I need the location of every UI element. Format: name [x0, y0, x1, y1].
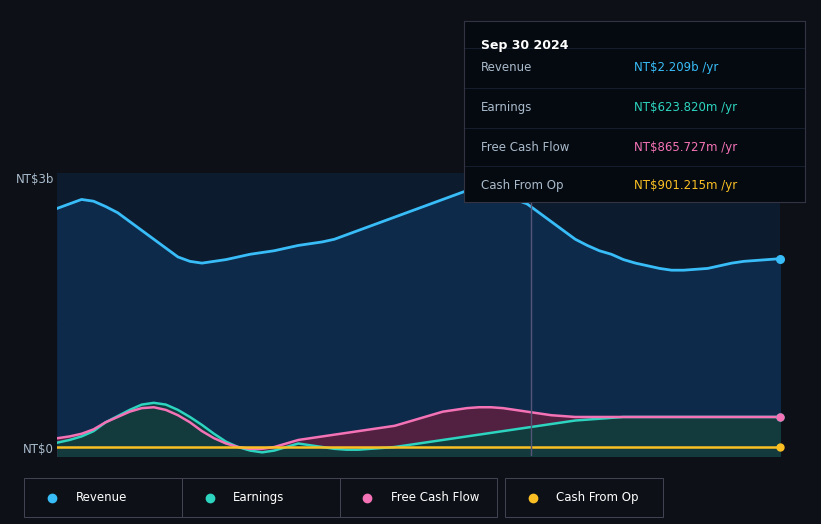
Point	[773, 255, 787, 263]
Text: Sep 30 2024: Sep 30 2024	[481, 39, 568, 52]
Text: Cash From Op: Cash From Op	[481, 179, 563, 192]
Text: Free Cash Flow: Free Cash Flow	[481, 141, 569, 154]
Text: Revenue: Revenue	[481, 61, 532, 74]
Text: Free Cash Flow: Free Cash Flow	[391, 492, 479, 504]
Text: Earnings: Earnings	[233, 492, 285, 504]
Text: NT$0: NT$0	[23, 443, 54, 456]
Point	[773, 413, 787, 421]
Text: 2024: 2024	[557, 476, 589, 489]
Text: 2023: 2023	[386, 476, 417, 489]
Text: NT$3b: NT$3b	[16, 173, 54, 186]
Text: Earnings: Earnings	[481, 101, 532, 114]
Text: Revenue: Revenue	[76, 492, 127, 504]
Text: Cash From Op: Cash From Op	[557, 492, 639, 504]
Text: Past: Past	[535, 190, 560, 203]
Point	[773, 413, 787, 421]
Text: NT$2.209b /yr: NT$2.209b /yr	[635, 61, 718, 74]
Text: 2022: 2022	[213, 476, 245, 489]
Text: NT$623.820m /yr: NT$623.820m /yr	[635, 101, 737, 114]
Text: NT$865.727m /yr: NT$865.727m /yr	[635, 141, 737, 154]
Point	[773, 443, 787, 451]
Text: NT$901.215m /yr: NT$901.215m /yr	[635, 179, 737, 192]
